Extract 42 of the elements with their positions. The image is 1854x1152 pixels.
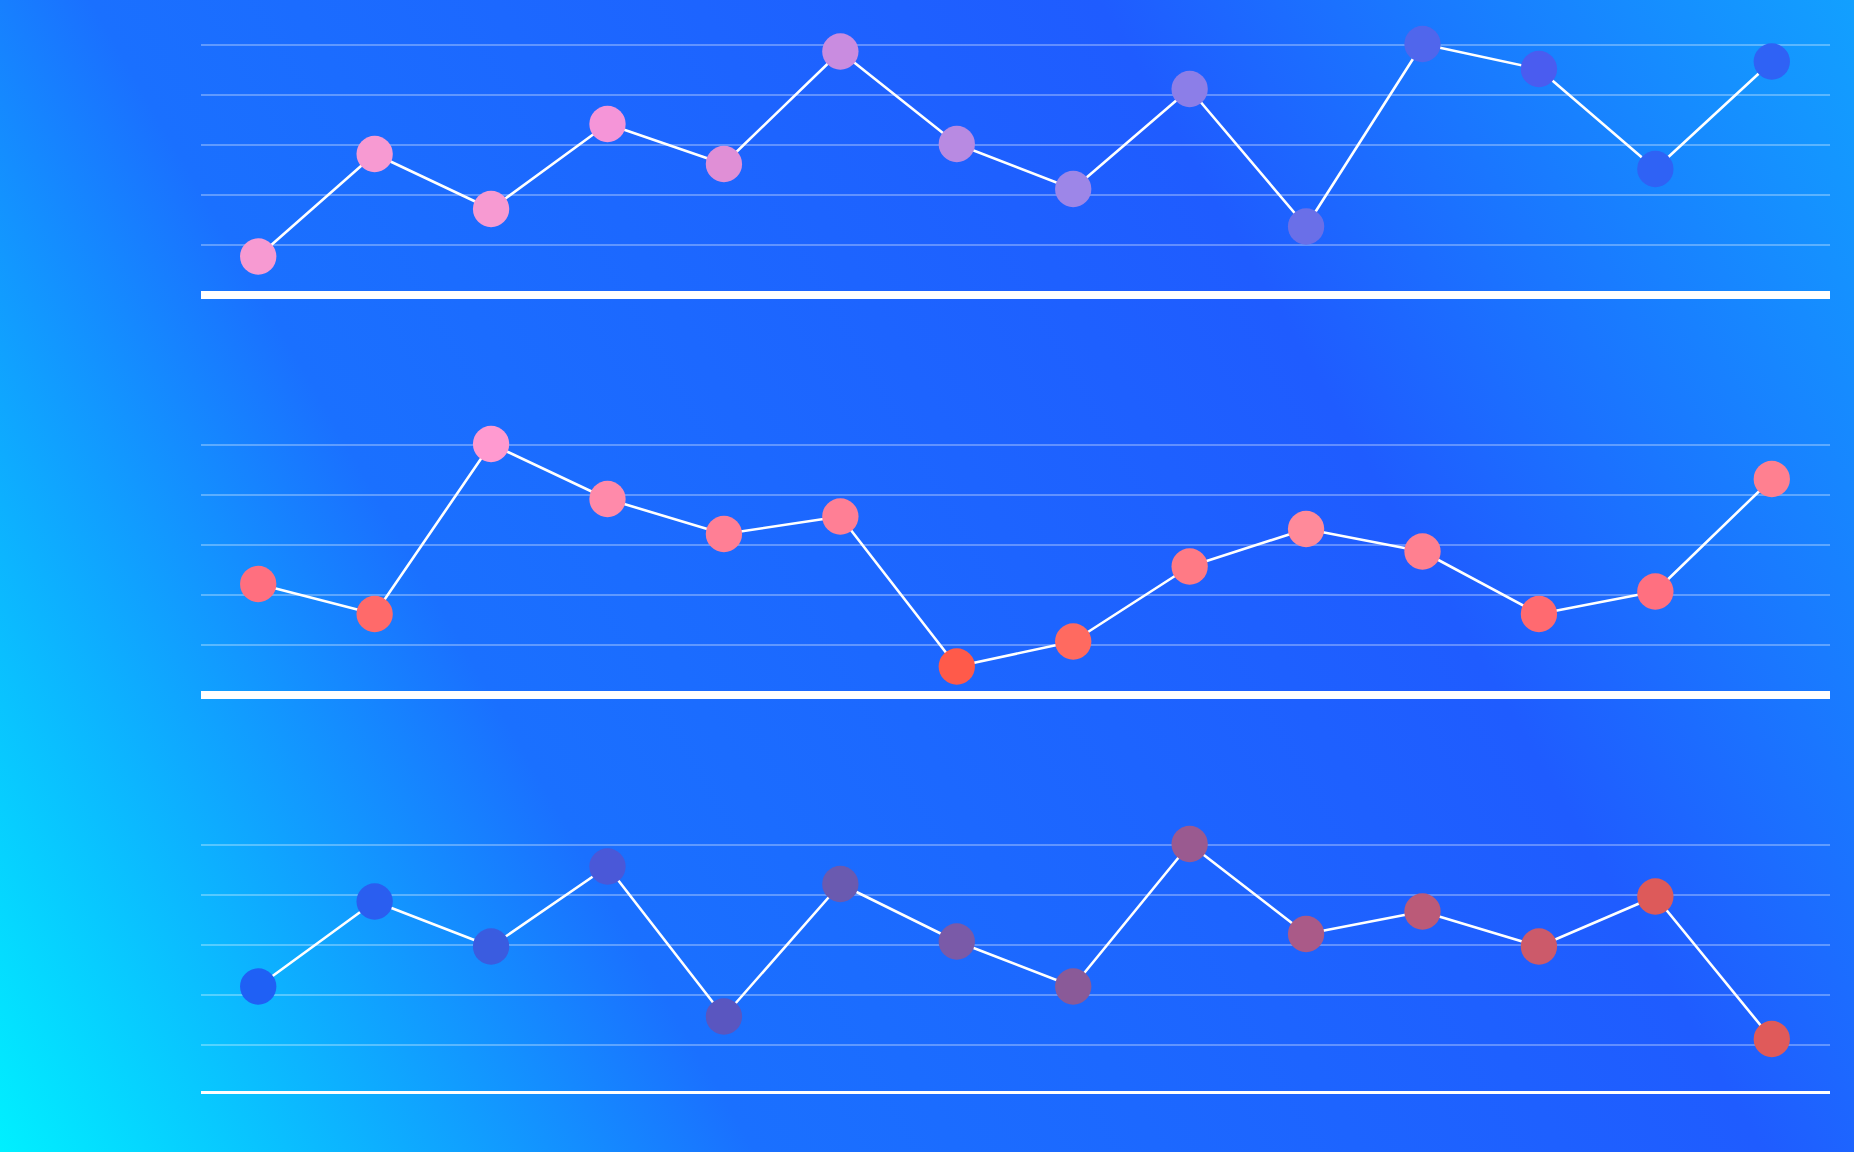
- point: [589, 480, 626, 518]
- point: [705, 998, 743, 1035]
- point: [1637, 150, 1674, 188]
- point: [240, 238, 277, 275]
- point: [938, 648, 975, 685]
- point: [1753, 460, 1790, 498]
- point: [1287, 915, 1325, 953]
- point: [1637, 878, 1674, 915]
- point: [1520, 595, 1558, 633]
- point: [1171, 70, 1208, 108]
- point: [938, 125, 975, 163]
- point: [1287, 208, 1325, 245]
- point: [1171, 825, 1208, 863]
- point: [240, 565, 277, 603]
- point: [356, 135, 393, 173]
- point: [589, 105, 626, 143]
- point: [356, 883, 393, 920]
- point: [1753, 43, 1790, 80]
- point: [1520, 928, 1558, 965]
- point: [938, 923, 975, 960]
- point: [1404, 25, 1441, 63]
- point: [1404, 533, 1441, 570]
- point: [1520, 50, 1558, 88]
- point: [240, 968, 277, 1005]
- point: [1055, 170, 1092, 208]
- point: [822, 33, 859, 70]
- point: [822, 865, 859, 903]
- point: [1171, 548, 1208, 585]
- point: [1753, 1020, 1790, 1058]
- point: [356, 595, 393, 633]
- point: [472, 425, 510, 463]
- point: [822, 498, 859, 535]
- point: [472, 928, 510, 965]
- point: [589, 848, 626, 885]
- point: [1637, 573, 1674, 610]
- point: [1287, 510, 1325, 548]
- point: [1404, 893, 1441, 930]
- point: [1055, 968, 1092, 1005]
- point: [705, 515, 743, 553]
- point: [705, 145, 743, 183]
- point: [472, 190, 510, 228]
- point: [1055, 623, 1092, 660]
